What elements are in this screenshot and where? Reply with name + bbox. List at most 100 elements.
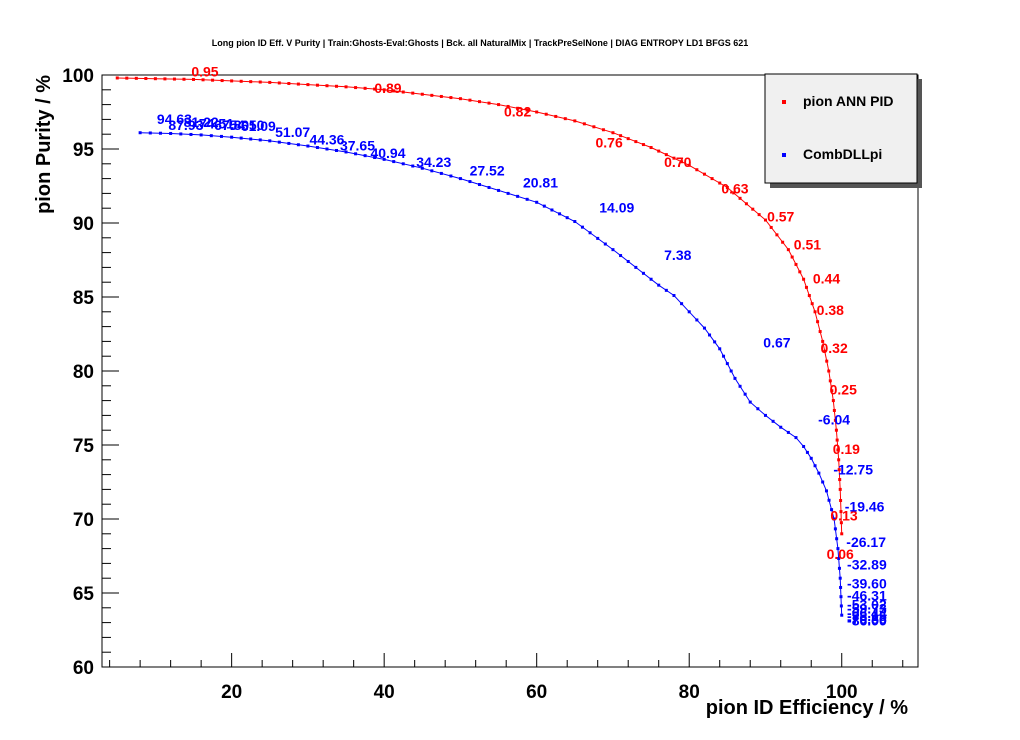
data-point — [839, 510, 843, 514]
cut-value-label: -53.02 — [847, 596, 887, 612]
data-point — [695, 168, 699, 172]
cut-value-label: 0.57 — [767, 209, 794, 225]
data-point — [189, 132, 193, 136]
data-point — [827, 369, 831, 373]
data-point — [580, 225, 584, 229]
data-point — [713, 340, 717, 344]
data-point — [840, 532, 844, 536]
data-point — [382, 157, 386, 161]
y-tick-label: 70 — [73, 510, 94, 531]
data-point — [601, 128, 605, 132]
data-point — [775, 233, 779, 237]
data-point — [763, 218, 767, 222]
cut-value-label: 87.93 — [168, 117, 203, 133]
data-point — [230, 135, 234, 139]
cut-value-label: 54.50 — [229, 117, 264, 133]
data-point — [335, 84, 339, 88]
data-point — [664, 153, 668, 157]
data-point — [771, 419, 775, 423]
data-point — [828, 379, 832, 383]
data-point — [813, 310, 817, 314]
x-axis-title: pion ID Efficiency / % — [706, 697, 908, 719]
data-point — [619, 254, 623, 258]
data-point — [506, 104, 510, 108]
data-point — [411, 164, 415, 168]
data-point — [680, 160, 684, 164]
data-point — [722, 354, 726, 358]
chart-title: Long pion ID Eff. V Purity | Train:Ghost… — [212, 38, 749, 48]
cut-value-label: 44.36 — [309, 132, 344, 148]
data-point — [835, 438, 839, 442]
data-point — [794, 436, 798, 440]
data-point — [626, 137, 630, 141]
data-point — [804, 285, 808, 289]
data-point — [392, 160, 396, 164]
data-point — [657, 149, 661, 153]
data-point — [525, 108, 529, 112]
data-point — [439, 94, 443, 98]
data-point — [769, 225, 773, 229]
data-point — [790, 255, 794, 259]
data-point — [830, 389, 834, 393]
data-point — [148, 131, 152, 135]
data-point — [497, 103, 501, 107]
cut-value-label: -32.89 — [847, 556, 887, 572]
data-point — [277, 81, 281, 85]
data-point — [525, 197, 529, 201]
data-point — [430, 169, 434, 173]
cut-value-label: 0.32 — [820, 340, 847, 356]
data-point — [134, 76, 138, 80]
data-point — [420, 166, 424, 170]
data-point — [649, 146, 653, 150]
y-axis-title: pion Purity / % — [33, 75, 55, 214]
data-point — [725, 362, 729, 366]
data-point — [497, 188, 501, 192]
data-point — [839, 499, 843, 502]
cut-value-label: 0.82 — [504, 103, 531, 119]
data-point — [641, 143, 645, 147]
y-tick-label: 60 — [73, 658, 94, 679]
cut-value-label: -12.75 — [833, 462, 873, 478]
data-point — [306, 83, 310, 87]
cut-value-label: 20.81 — [523, 174, 558, 190]
data-point — [824, 489, 828, 493]
data-point — [821, 480, 825, 484]
data-point — [836, 547, 840, 551]
data-point — [179, 132, 183, 136]
data-point — [458, 97, 462, 101]
data-point — [821, 339, 825, 343]
y-tick-label: 65 — [73, 584, 95, 605]
data-point — [702, 172, 706, 176]
data-point — [201, 78, 205, 82]
cut-value-label: 94.63 — [157, 111, 192, 127]
data-point — [838, 487, 842, 491]
cut-value-label: 34.23 — [416, 154, 451, 170]
data-point — [249, 80, 253, 84]
cut-value-label: 0.25 — [830, 382, 857, 398]
data-point — [411, 91, 415, 95]
data-point — [672, 294, 676, 298]
data-point — [817, 471, 821, 475]
data-point — [153, 77, 157, 81]
data-point — [634, 140, 638, 144]
data-point — [468, 180, 472, 184]
data-point — [220, 79, 224, 83]
data-point — [833, 527, 837, 531]
cut-value-label: 0.06 — [827, 546, 854, 562]
data-point — [249, 137, 253, 141]
series-line-0 — [117, 77, 843, 534]
data-point — [563, 117, 567, 121]
legend: pion ANN PID CombDLLpi — [764, 73, 922, 188]
series-layer — [115, 76, 844, 617]
data-point — [516, 194, 520, 198]
data-point — [832, 408, 836, 412]
data-point — [835, 537, 839, 541]
data-point — [199, 133, 203, 137]
data-point — [163, 77, 167, 81]
data-point — [392, 89, 396, 93]
data-point — [268, 80, 272, 84]
data-point — [268, 139, 272, 143]
data-point — [487, 185, 491, 189]
data-point — [277, 140, 281, 144]
data-point — [258, 80, 262, 84]
